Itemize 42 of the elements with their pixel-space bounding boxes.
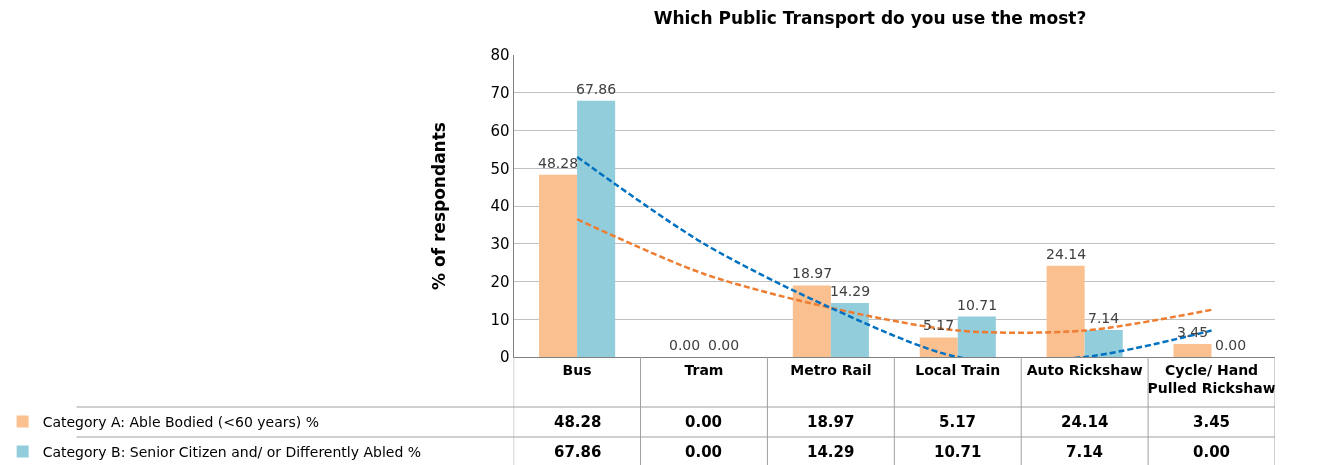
text: 67.86 [576, 81, 617, 97]
text: 24.14 [1046, 246, 1087, 262]
data-label: 14.29 [807, 443, 855, 461]
text: 18.97 [792, 265, 833, 281]
text: 10.71 [957, 297, 998, 313]
data-label: 3.45 [1193, 413, 1231, 431]
x-tick-label: Cycle/ Hand Pulled Rickshaw [1147, 361, 1276, 396]
data-label: 0.00 [685, 413, 723, 431]
y-tick-label: 0 [500, 348, 510, 367]
text: 48.28 [538, 155, 579, 171]
text: 0.00 [1215, 337, 1247, 353]
y-axis-title: % of respondants [429, 122, 450, 290]
y-tick-label: 50 [490, 159, 510, 178]
data-label: 0.00 [685, 443, 723, 461]
data-label: 0.00 [1193, 443, 1231, 461]
text: 0.00 [669, 337, 701, 353]
y-tick-label: 60 [490, 121, 510, 140]
x-tick-label: Bus [562, 361, 592, 378]
data-label: 48.28 [554, 413, 602, 431]
y-tick-label: 70 [490, 84, 510, 102]
x-tick-label: Metro Rail [790, 361, 872, 378]
legend-label: Category A: Able Bodied (<60 years) % [42, 414, 320, 431]
y-tick-label: 10 [490, 310, 510, 329]
text: 7.14 [1088, 310, 1120, 326]
data-label: 10.71 [934, 443, 982, 461]
legend-label: Category B: Senior Citizen and/ or Differently Abled % [42, 444, 422, 461]
data-label: 24.14 [1061, 413, 1109, 431]
data-label: 18.97 [807, 413, 855, 431]
text: 0.00 [708, 337, 740, 353]
x-tick-label: Auto Rickshaw [1026, 361, 1143, 378]
y-tick-label: 30 [490, 235, 510, 253]
data-label: 5.17 [939, 413, 977, 431]
y-tick-label: 20 [490, 272, 510, 291]
x-tick-label: Local Train [915, 361, 1001, 378]
x-tick-label: Tram [684, 361, 724, 378]
text: 3.45 [1177, 324, 1209, 340]
chart-title: Which Public Transport do you use the most? [653, 7, 1087, 28]
y-tick-label: 40 [490, 197, 510, 216]
data-label: 67.86 [554, 443, 602, 461]
data-label: 7.14 [1066, 443, 1104, 461]
y-tick-label: 80 [490, 46, 510, 65]
text: 14.29 [830, 283, 871, 299]
